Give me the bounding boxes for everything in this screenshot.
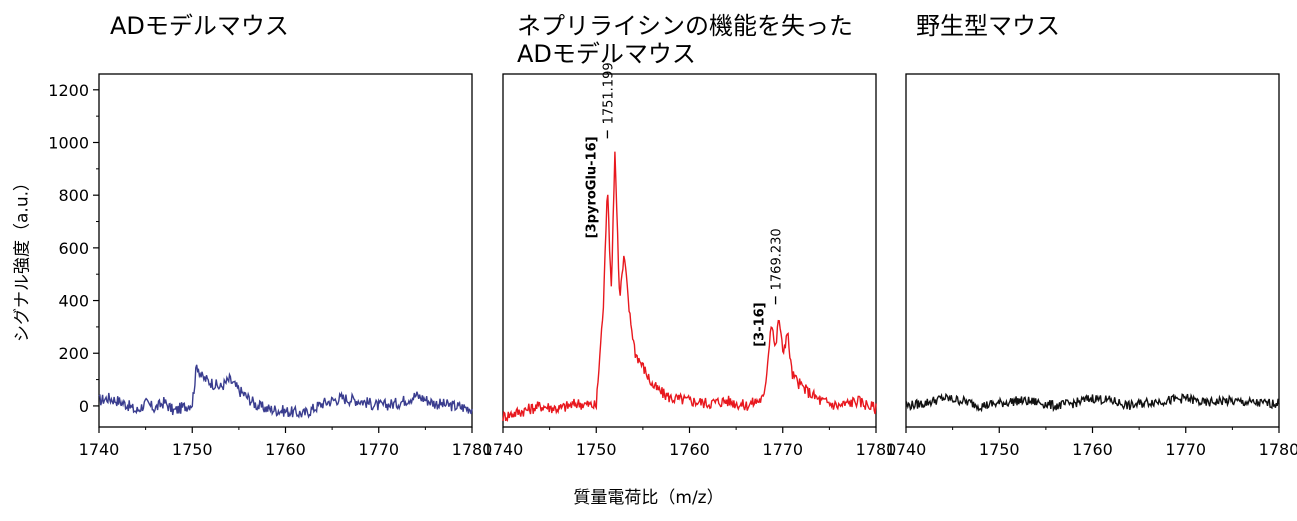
series-line: [905, 392, 1280, 413]
x-tick-label: 1750: [979, 440, 1020, 459]
peak-mass-label: 1751.199: [601, 62, 616, 124]
y-tick-label: 1000: [48, 133, 89, 152]
y-tick-label: 1200: [48, 81, 89, 100]
x-tick-label: 1760: [1072, 440, 1113, 459]
y-tick-label: 600: [58, 239, 89, 258]
peak-mass-label: 1769.230: [770, 228, 785, 290]
x-tick-label: 1780: [856, 440, 897, 459]
series-line: [98, 364, 473, 419]
plot-frame: [905, 73, 1280, 428]
x-axis-label: 質量電荷比（m/z）: [573, 488, 724, 508]
plot-frame: [98, 73, 473, 428]
x-tick-label: 1750: [172, 440, 213, 459]
x-tick-label: 1740: [886, 440, 927, 459]
peak-name-label: [3-16]: [753, 302, 768, 346]
x-tick-label: 1770: [1165, 440, 1206, 459]
x-tick-label: 1740: [483, 440, 524, 459]
y-tick-label: 0: [79, 397, 89, 416]
panel-title-2-line-1: ネプリライシンの機能を失った: [517, 12, 853, 40]
y-tick-label: 800: [58, 186, 89, 205]
panel-title-1: ADモデルマウス: [110, 12, 289, 40]
panel-title-2: ネプリライシンの機能を失った ADモデルマウス: [517, 12, 853, 68]
x-tick-label: 1770: [762, 440, 803, 459]
x-tick-label: 1760: [265, 440, 306, 459]
chart-panel-2: 1740 1750 1760 1770 1780 1751.199[3pyroGlu-16…: [483, 62, 897, 459]
y-tick-label: 200: [58, 344, 89, 363]
chart-panel-3: 1740 1750 1760 1770 1780: [886, 73, 1297, 459]
x-tick-label: 1740: [79, 440, 120, 459]
panel-title-3: 野生型マウス: [916, 12, 1060, 40]
y-tick-label: 400: [58, 292, 89, 311]
panel-title-1-line-1: ADモデルマウス: [110, 12, 289, 40]
x-tick-label: 1770: [358, 440, 399, 459]
chart-panel-1: 1740 1750 1760 1770 1780 0 200 400 600 800 1000 120…: [48, 73, 493, 459]
x-tick-label: 1780: [1259, 440, 1297, 459]
series-line: [502, 151, 877, 423]
x-tick-label: 1760: [669, 440, 710, 459]
x-tick-label: 1750: [576, 440, 617, 459]
x-tick-label: 1780: [452, 440, 493, 459]
plot-frame: [502, 73, 877, 428]
panel-title-2-line-2: ADモデルマウス: [517, 40, 696, 68]
peak-name-label: [3pyroGlu-16]: [584, 136, 599, 238]
panel-title-3-line-1: 野生型マウス: [916, 12, 1060, 40]
